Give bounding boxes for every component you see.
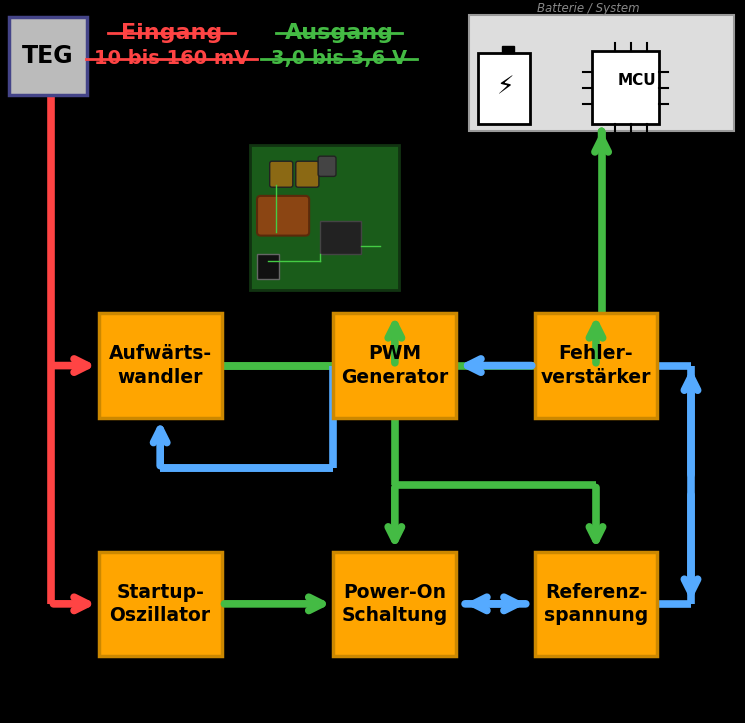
FancyBboxPatch shape	[98, 313, 222, 418]
Text: MCU: MCU	[618, 73, 656, 88]
Text: Fehler-
verstärker: Fehler- verstärker	[541, 344, 651, 387]
FancyBboxPatch shape	[9, 17, 87, 95]
Text: Aufwärts-
wandler: Aufwärts- wandler	[109, 344, 212, 387]
Text: Eingang: Eingang	[121, 23, 222, 43]
FancyBboxPatch shape	[257, 196, 309, 236]
Text: TEG: TEG	[22, 44, 74, 68]
FancyBboxPatch shape	[333, 313, 456, 418]
FancyBboxPatch shape	[535, 552, 658, 656]
FancyBboxPatch shape	[250, 145, 399, 290]
FancyBboxPatch shape	[296, 161, 319, 187]
Text: Batterie / System: Batterie / System	[537, 1, 640, 14]
FancyBboxPatch shape	[318, 156, 336, 176]
Text: PWM
Generator: PWM Generator	[341, 344, 448, 387]
Text: Ausgang: Ausgang	[285, 23, 393, 43]
FancyBboxPatch shape	[469, 15, 734, 131]
FancyBboxPatch shape	[98, 552, 222, 656]
Text: Power-On
Schaltung: Power-On Schaltung	[342, 583, 448, 625]
Text: ⚡: ⚡	[497, 76, 514, 100]
Text: 3,0 bis 3,6 V: 3,0 bis 3,6 V	[271, 49, 407, 68]
FancyBboxPatch shape	[535, 313, 658, 418]
FancyBboxPatch shape	[592, 51, 659, 124]
FancyBboxPatch shape	[270, 161, 293, 187]
FancyBboxPatch shape	[320, 221, 361, 254]
FancyBboxPatch shape	[478, 53, 530, 124]
FancyBboxPatch shape	[502, 46, 514, 53]
Text: 10 bis 160 mV: 10 bis 160 mV	[94, 49, 249, 68]
Text: Startup-
Oszillator: Startup- Oszillator	[110, 583, 211, 625]
FancyBboxPatch shape	[257, 254, 279, 279]
FancyBboxPatch shape	[333, 552, 456, 656]
Text: Referenz-
spannung: Referenz- spannung	[544, 583, 648, 625]
